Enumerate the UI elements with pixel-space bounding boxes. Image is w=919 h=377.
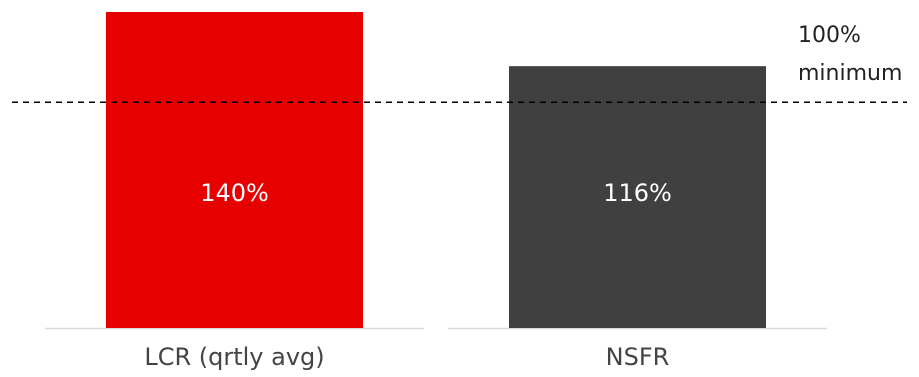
reference-line-label: 100% [798, 23, 861, 48]
bar-value-label: 116% [603, 179, 672, 207]
bar-1 [509, 66, 766, 329]
category-label: LCR (qrtly avg) [144, 343, 324, 371]
category-label: NSFR [606, 343, 670, 371]
reference-line-label-2: minimum [798, 61, 902, 86]
bars-group [106, 12, 766, 329]
bar-0 [106, 12, 363, 328]
bar-value-label: 140% [200, 179, 269, 207]
labels-group: 140% LCR (qrtly avg) 116% NSFR [144, 179, 671, 371]
reference-line-group: 100% minimum [12, 23, 907, 104]
